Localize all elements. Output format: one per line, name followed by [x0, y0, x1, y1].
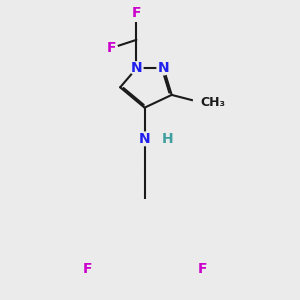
Text: N: N: [139, 132, 150, 146]
Text: N: N: [130, 61, 142, 75]
Circle shape: [130, 62, 143, 75]
Circle shape: [157, 62, 170, 75]
Text: N: N: [158, 61, 170, 75]
Text: F: F: [107, 41, 116, 55]
Text: F: F: [132, 6, 141, 20]
Circle shape: [138, 132, 152, 146]
Circle shape: [106, 42, 117, 54]
Text: F: F: [197, 262, 207, 275]
Circle shape: [162, 133, 174, 145]
Circle shape: [81, 262, 93, 274]
Circle shape: [196, 262, 208, 274]
Circle shape: [194, 92, 215, 113]
Text: H: H: [162, 132, 173, 146]
Circle shape: [130, 7, 142, 19]
Text: CH₃: CH₃: [200, 96, 225, 109]
Text: F: F: [82, 262, 92, 275]
